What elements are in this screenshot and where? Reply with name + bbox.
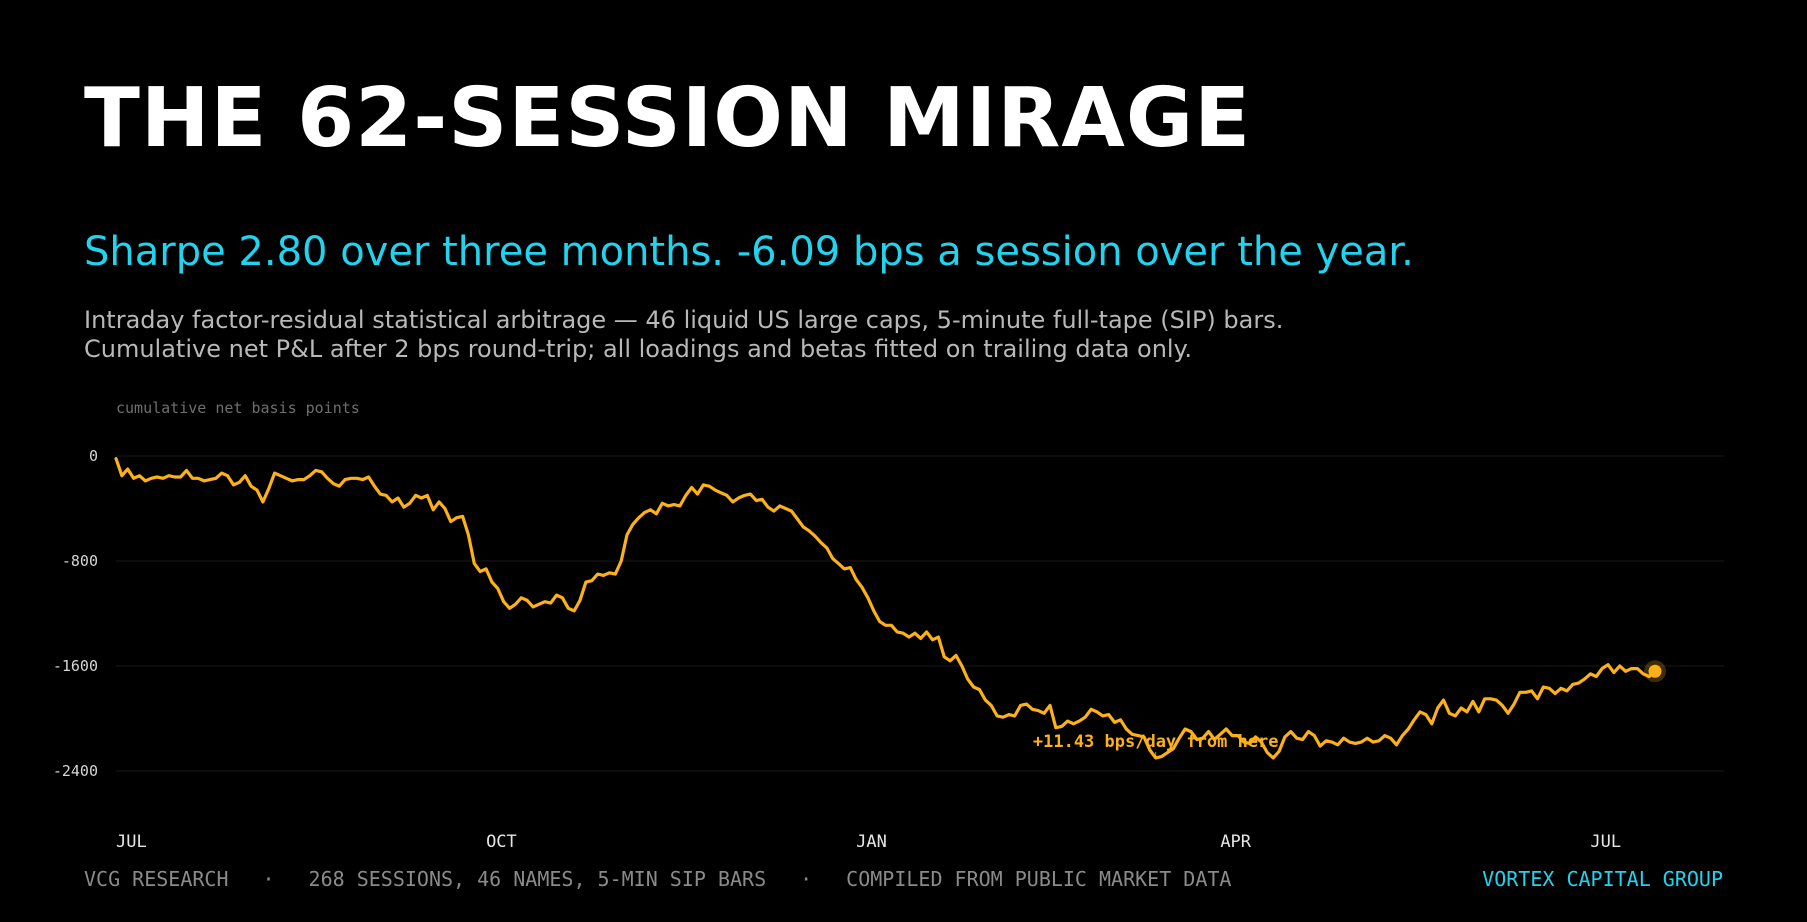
page-subtitle: Sharpe 2.80 over three months. -6.09 bps… [84,229,1414,275]
x-tick-label: JUL [116,832,147,852]
description-line-1: Intraday factor-residual statistical arb… [84,306,1284,334]
annotation-layer: +11.43 bps/day from here [1033,732,1279,757]
x-tick-label: OCT [486,832,517,852]
footer-brand: VORTEX CAPITAL GROUP [1482,867,1723,891]
y-axis-label: cumulative net basis points [116,399,360,417]
end-marker-dot [1648,664,1662,678]
chart-description: Intraday factor-residual statistical arb… [84,306,1283,364]
y-tick-label: -1600 [53,657,98,675]
footer-credits: VCG RESEARCH · 268 SESSIONS, 46 NAMES, 5-M… [84,866,1231,892]
y-tick-label: -800 [62,552,98,570]
annotation-label: +11.43 bps/day from here [1033,732,1279,752]
y-tick-label: -2400 [53,762,98,780]
page-title: THE 62-SESSION MIRAGE [84,71,1252,166]
footer-separator: · [262,867,275,891]
footer-source: VCG RESEARCH [84,867,229,891]
x-tick-label: JUL [1590,832,1621,852]
description-line-2: Cumulative net P&L after 2 bps round-tri… [84,335,1193,363]
series-line [114,457,1657,760]
footer-separator: · [800,867,813,891]
series-layer [114,457,1666,760]
x-tick-label: JAN [856,832,887,852]
x-tick-label: APR [1220,832,1251,852]
y-tick-label: 0 [89,447,98,465]
footer-compiled: COMPILED FROM PUBLIC MARKET DATA [846,867,1232,891]
footer-sample: 268 SESSIONS, 46 NAMES, 5-MIN SIP BARS [308,867,767,891]
y-tick-labels: 0 -800 -1600 -2400 [53,447,98,780]
grid-layer [116,455,1724,772]
x-tick-labels: JUL OCT JAN APR JUL [116,832,1621,852]
